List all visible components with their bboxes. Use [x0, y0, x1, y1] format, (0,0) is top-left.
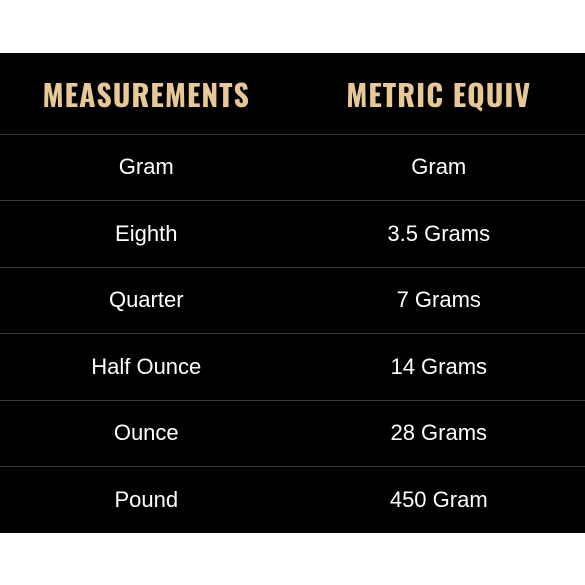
metric-cell: 7 Grams: [293, 287, 585, 313]
measurement-cell: Quarter: [0, 287, 293, 313]
table-header-row: MEASUREMENTS METRIC EQUIV: [0, 53, 585, 134]
table-row: Pound 450 Gram: [0, 466, 585, 533]
table-row: Eighth 3.5 Grams: [0, 200, 585, 267]
measurement-cell: Pound: [0, 487, 293, 513]
table-row: Quarter 7 Grams: [0, 267, 585, 334]
measurement-cell: Eighth: [0, 221, 293, 247]
metric-cell: 450 Gram: [293, 487, 585, 513]
header-metric: METRIC EQUIV: [293, 71, 585, 116]
header-measurements: MEASUREMENTS: [0, 71, 293, 116]
measurement-cell: Gram: [0, 154, 293, 180]
metric-cell: 14 Grams: [293, 354, 585, 380]
table-row: Ounce 28 Grams: [0, 400, 585, 467]
table-body: Gram Gram Eighth 3.5 Grams Quarter 7 Gra…: [0, 134, 585, 533]
measurement-cell: Half Ounce: [0, 354, 293, 380]
table-row: Half Ounce 14 Grams: [0, 333, 585, 400]
measurement-cell: Ounce: [0, 420, 293, 446]
metric-cell: 28 Grams: [293, 420, 585, 446]
metric-cell: Gram: [293, 154, 585, 180]
table-row: Gram Gram: [0, 134, 585, 201]
metric-cell: 3.5 Grams: [293, 221, 585, 247]
measurements-table: MEASUREMENTS METRIC EQUIV Gram Gram Eigh…: [0, 53, 585, 533]
